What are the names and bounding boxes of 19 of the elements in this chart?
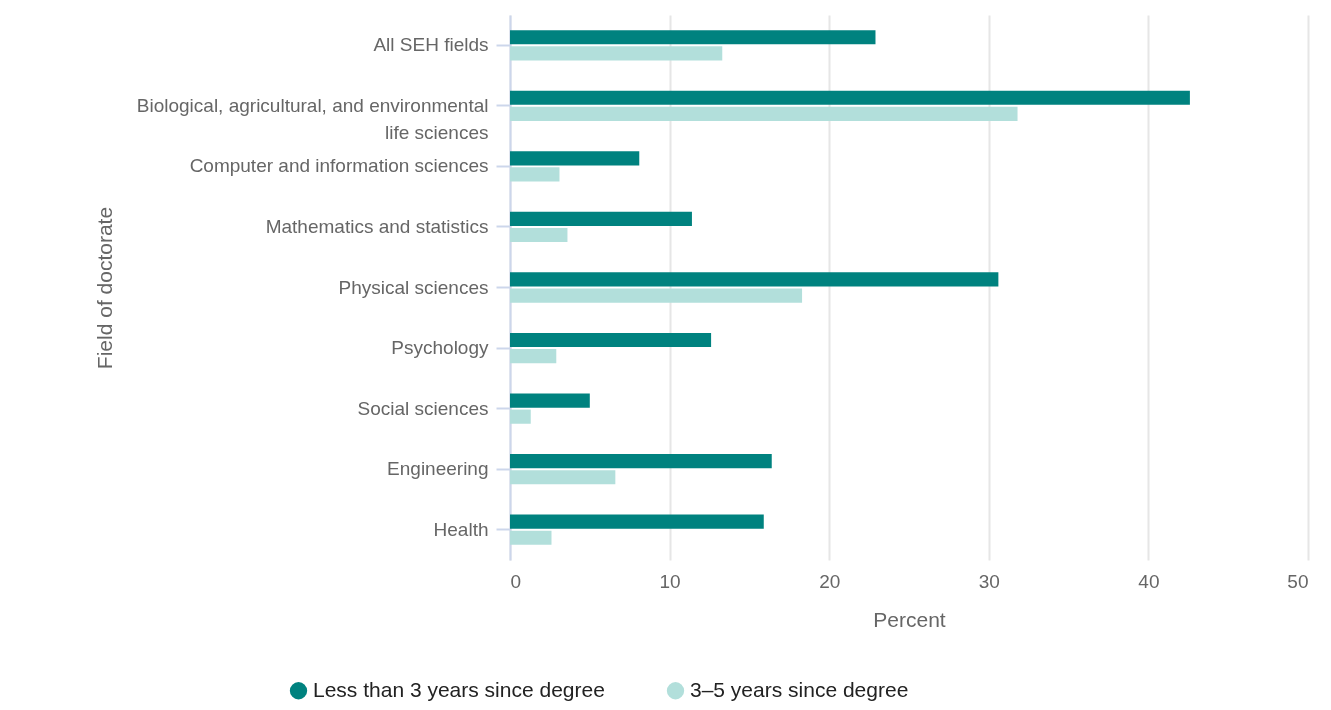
y-tick-label: All SEH fields: [373, 34, 489, 56]
y-tick-label: Mathematics and statistics: [265, 215, 489, 237]
x-tick-label: 0: [510, 570, 522, 592]
legend-label: Less than 3 years since degree: [313, 677, 605, 701]
x-tick-label: 10: [659, 570, 681, 592]
y-tick-label: Physical sciences: [338, 276, 489, 298]
y-tick-label: Social sciences: [357, 397, 489, 419]
x-tick-label: 40: [1138, 570, 1160, 592]
x-axis-title: Percent: [873, 607, 946, 631]
y-axis-title: Field of doctorate: [92, 206, 116, 370]
legend-label: 3–5 years since degree: [690, 677, 909, 701]
y-tick-label: Health: [433, 518, 489, 540]
x-tick-label: 30: [978, 570, 1000, 592]
y-tick-label: Psychology: [391, 337, 489, 359]
y-tick-label: Engineering: [387, 458, 489, 480]
x-tick-label: 50: [1287, 570, 1309, 592]
y-tick-label: Computer and information sciences: [189, 155, 489, 177]
y-tick-label: Biological, agricultural, and environmental life sciences: [136, 94, 489, 143]
x-tick-label: 20: [819, 570, 841, 592]
